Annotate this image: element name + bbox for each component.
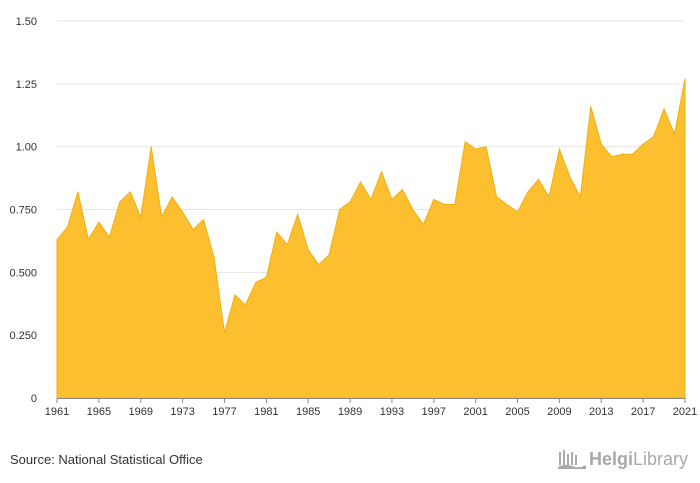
x-tick-label: 2017: [631, 406, 655, 418]
x-tick-label: 2009: [547, 406, 571, 418]
data-point-2019: [663, 108, 665, 110]
data-point-1986: [317, 264, 319, 266]
x-tick-label: 2005: [505, 406, 529, 418]
data-point-1967: [119, 201, 121, 203]
data-point-1995: [412, 208, 414, 210]
data-point-1999: [454, 203, 456, 205]
x-tick-label: 2021: [673, 406, 697, 418]
data-point-1982: [276, 231, 278, 233]
data-point-2007: [537, 178, 539, 180]
data-point-2005: [516, 211, 518, 213]
data-point-1984: [297, 213, 299, 215]
data-point-1989: [349, 201, 351, 203]
data-point-2006: [527, 191, 529, 193]
data-point-2008: [548, 196, 550, 198]
x-tick-label: 1997: [422, 406, 446, 418]
y-tick-label: 0: [31, 393, 37, 405]
y-tick-label: 0.750: [9, 205, 37, 217]
data-point-1992: [380, 171, 382, 173]
data-point-2009: [558, 148, 560, 150]
x-tick-label: 1985: [296, 406, 320, 418]
data-point-1976: [213, 256, 215, 258]
x-axis-ticks: 1961 1965 1969 1973 1977 1981 1985 1989 1993 1997…: [45, 398, 697, 418]
data-point-1963: [77, 191, 79, 193]
y-tick-label: 0.250: [9, 330, 37, 342]
data-point-1993: [391, 198, 393, 200]
data-point-1985: [307, 249, 309, 251]
brand-name-helgi: Helgi: [588, 448, 633, 469]
data-point-2003: [495, 196, 497, 198]
data-point-1971: [160, 216, 162, 218]
data-point-1990: [359, 181, 361, 183]
data-point-1970: [150, 145, 152, 147]
y-tick-label: 1.50: [16, 16, 37, 28]
data-point-1997: [433, 198, 435, 200]
data-point-1980: [255, 281, 257, 283]
library-columns-icon: [557, 450, 586, 469]
data-point-2017: [642, 143, 644, 145]
y-tick-label: 0.500: [9, 267, 37, 279]
data-point-1987: [328, 254, 330, 256]
data-point-1975: [202, 218, 204, 220]
x-tick-label: 1981: [254, 406, 278, 418]
y-axis-ticks: 0 0.250 0.500 0.750 1.00 1.25 1.50: [9, 16, 37, 405]
data-point-2020: [673, 133, 675, 135]
data-point-2000: [464, 140, 466, 142]
data-point-2002: [485, 145, 487, 147]
brand-name-library: Library: [632, 448, 688, 469]
data-point-2021: [684, 78, 686, 80]
data-point-1968: [129, 191, 131, 193]
data-point-2010: [569, 176, 571, 178]
data-point-2001: [474, 148, 476, 150]
x-tick-label: 2013: [589, 406, 613, 418]
data-point-1991: [370, 198, 372, 200]
data-point-1977: [223, 331, 225, 333]
data-point-2012: [590, 105, 592, 107]
data-point-1988: [338, 208, 340, 210]
x-tick-label: 1977: [212, 406, 236, 418]
data-point-1983: [286, 243, 288, 245]
data-point-2015: [621, 153, 623, 155]
data-point-1974: [192, 228, 194, 230]
x-tick-label: 1969: [128, 406, 152, 418]
data-point-2011: [579, 196, 581, 198]
x-tick-label: 1989: [338, 406, 362, 418]
x-tick-label: 1993: [380, 406, 404, 418]
area-series-value: [56, 78, 686, 399]
chart: 0 0.250 0.500 0.750 1.00 1.25 1.50 1961 1965 196…: [9, 16, 697, 418]
series-area: [56, 78, 686, 399]
data-point-1972: [171, 196, 173, 198]
data-point-1969: [140, 216, 142, 218]
data-point-2004: [506, 203, 508, 205]
data-point-2016: [631, 153, 633, 155]
data-point-1964: [87, 238, 89, 240]
y-tick-label: 1.25: [16, 79, 37, 91]
data-point-2018: [652, 135, 654, 137]
x-tick-label: 1965: [87, 406, 111, 418]
x-tick-label: 1973: [170, 406, 194, 418]
data-point-2014: [611, 156, 613, 158]
data-point-1973: [181, 211, 183, 213]
data-point-1998: [443, 203, 445, 205]
source-note: Source: National Statistical Office: [10, 452, 203, 467]
data-point-1981: [265, 276, 267, 278]
x-tick-label: 2001: [463, 406, 487, 418]
data-point-1961: [56, 238, 58, 240]
data-point-1965: [98, 221, 100, 223]
data-point-1994: [401, 188, 403, 190]
x-tick-label: 1961: [45, 406, 69, 418]
data-point-1996: [422, 223, 424, 225]
y-tick-label: 1.00: [16, 142, 37, 154]
data-point-1978: [234, 294, 236, 296]
data-point-2013: [600, 143, 602, 145]
brand-logo[interactable]: Helgi Library: [557, 447, 688, 471]
data-point-1962: [66, 226, 68, 228]
data-point-1966: [108, 236, 110, 238]
data-point-1979: [244, 304, 246, 306]
